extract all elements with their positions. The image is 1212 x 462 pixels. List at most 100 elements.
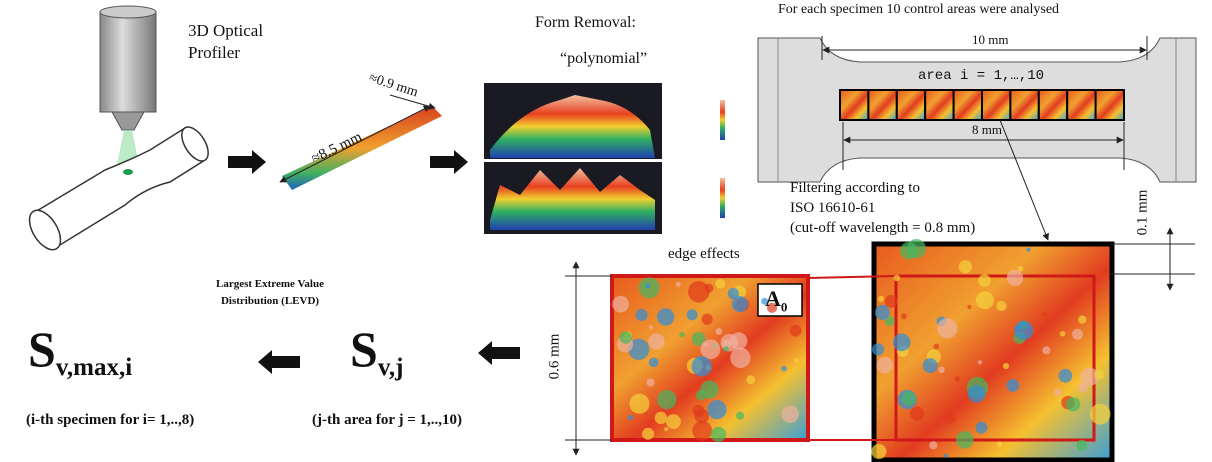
specimen-symbol: Sv,max,i [28,324,132,380]
texture [1090,404,1111,425]
texture [628,415,633,420]
texture [1077,440,1088,451]
texture [612,296,629,313]
texture [730,332,748,350]
texture [1078,383,1088,393]
texture [790,325,802,337]
texture [1007,270,1023,286]
texture [687,309,698,320]
area-tile [1039,90,1067,120]
symbol-sub: v,max,i [56,354,132,381]
texture [657,390,676,409]
texture [676,282,681,287]
profiler-label: 3D Optical Profiler [188,20,298,64]
texture [657,308,674,325]
texture [655,412,667,424]
texture [1054,388,1062,396]
texture [910,406,924,420]
texture [929,441,937,449]
texture [871,444,886,459]
texture [923,358,938,373]
texture [794,358,799,363]
area-tile [868,90,896,120]
texture [736,412,744,420]
detail-images [612,239,1112,460]
levd-label: Largest Extreme Value Distribution (LEVD… [190,276,350,310]
symbol-base: S [28,321,56,377]
texture [645,283,650,288]
texture [715,279,725,289]
area-symbol: A0 [765,286,787,315]
texture [878,296,884,302]
area-span: 8 mm [972,122,1002,138]
texture [893,334,911,352]
edge-label: edge effects [668,246,740,263]
texture [944,412,956,424]
texture [715,328,722,335]
texture [996,301,1006,311]
offset-label: 0.1 mm [1134,190,1151,236]
texture [876,357,893,374]
area-tile [954,90,982,120]
texture [968,385,986,403]
texture [782,405,799,422]
texture [1042,346,1050,354]
area-label: area i = 1,…,10 [918,68,1044,84]
texture [723,346,729,352]
texture [649,357,659,367]
texture [1003,363,1009,369]
texture [933,344,939,350]
texture [937,318,957,338]
texture [938,367,944,373]
texture [893,275,900,282]
texture [976,422,988,434]
form-removal-title: Form Removal: [535,14,636,32]
area-tile [925,90,953,120]
texture [902,391,917,406]
texture [1078,315,1086,323]
scanned-strip [282,106,442,190]
texture [646,378,654,386]
specimen-drawing [23,123,213,255]
specimen-caption: For each specimen 10 control areas were … [778,2,1059,18]
area-tile [897,90,925,120]
texture [746,375,755,384]
texture [781,366,787,372]
texture [636,309,648,321]
texture [730,348,750,368]
area-tile [1010,90,1038,120]
filtering-line: Filtering according to [790,178,975,198]
texture [664,427,668,431]
texture [1058,369,1072,383]
texture [702,313,713,324]
texture [956,431,974,449]
texture [620,331,632,343]
texture [1094,370,1104,380]
texture [1066,397,1080,411]
area-symbol-base: A [765,286,781,311]
texture [700,381,718,399]
area-symbol-sub: 0 [781,299,788,314]
texture [629,394,649,414]
texture [955,376,961,382]
texture [679,332,684,337]
texture [959,260,972,273]
texture [1072,329,1083,340]
texture [700,339,720,359]
filtering-line: (cut-off wavelength = 0.8 mm) [790,218,975,238]
texture [692,421,712,441]
filtering-text: Filtering according to ISO 16610-61 (cut… [790,178,975,238]
texture [1014,321,1033,340]
texture [997,441,1003,447]
page: 3D Optical Profiler ≈8.5 mm ≈0.9 mm Form… [0,0,1212,462]
texture [967,305,971,309]
texture [666,414,681,429]
texture [692,356,712,376]
texture [900,242,917,259]
texture [1042,312,1047,317]
filtering-line: ISO 16610-61 [790,198,975,218]
area-tile [982,90,1010,120]
texture [711,427,726,442]
texture [1006,379,1019,392]
texture [1026,247,1030,251]
